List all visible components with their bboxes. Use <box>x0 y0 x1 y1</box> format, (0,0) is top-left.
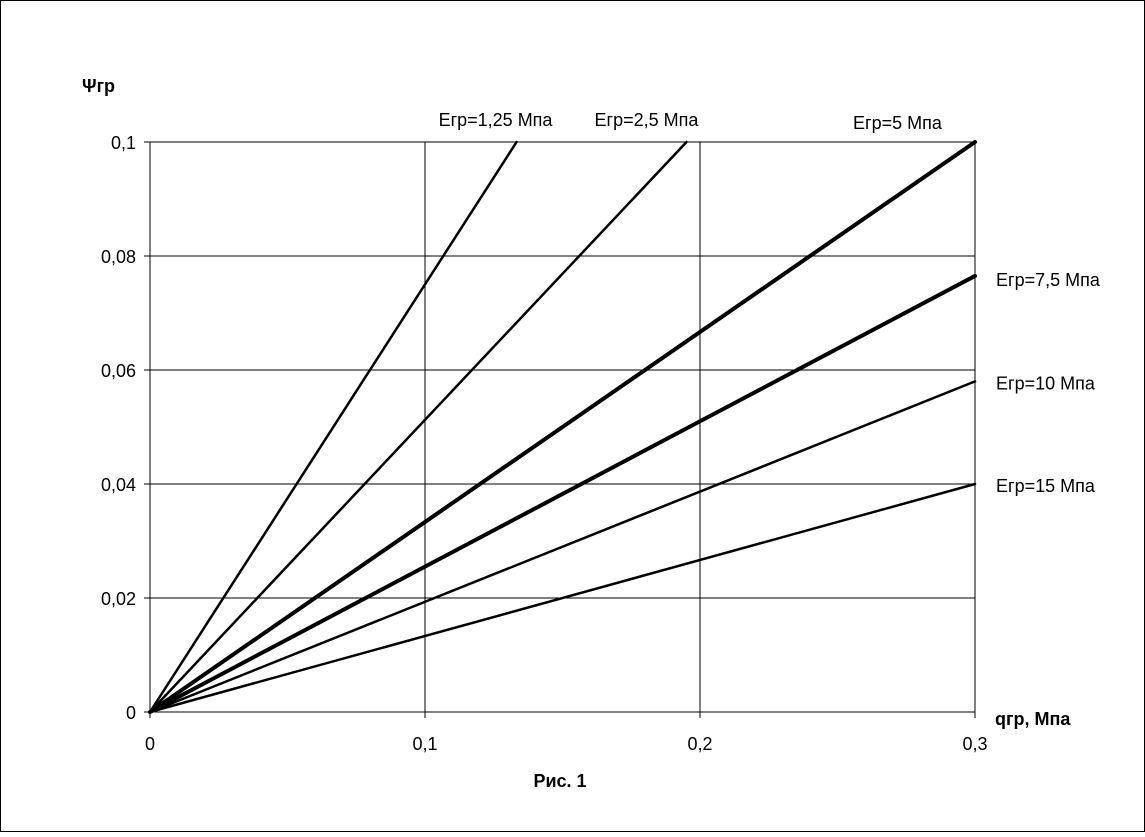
x-axis-label: qгр, Мпа <box>995 709 1071 729</box>
y-tick-label-0: 0 <box>126 703 136 723</box>
y-tick-label-3: 0,06 <box>101 361 136 381</box>
series-line-4 <box>148 380 977 714</box>
y-axis-label: Ψгр <box>82 76 115 96</box>
axes <box>144 141 976 718</box>
series-line-2 <box>148 140 977 714</box>
series-label-4: Егр=10 Мпа <box>996 373 1096 393</box>
x-tick-label-0: 0 <box>145 734 155 754</box>
series-line-1 <box>148 140 688 714</box>
y-tick-label-2: 0,04 <box>101 475 136 495</box>
series-line-3 <box>148 273 977 714</box>
series-label-0: Егр=1,25 Мпа <box>439 110 554 130</box>
series-line-5 <box>148 482 977 714</box>
x-tick-label-2: 0,2 <box>687 734 712 754</box>
x-tick-label-3: 0,3 <box>962 734 987 754</box>
y-tick-label-1: 0,02 <box>101 589 136 609</box>
grid-lines <box>150 141 976 712</box>
series-label-2: Егр=5 Мпа <box>853 113 943 133</box>
series-label-1: Егр=2,5 Мпа <box>595 110 700 130</box>
y-tick-label-4: 0,08 <box>101 247 136 267</box>
series-labels: Егр=1,25 Мпа Егр=2,5 Мпа Егр=5 Мпа Егр=7,5 … <box>439 110 1101 496</box>
series-line-0 <box>148 140 518 714</box>
series-lines <box>148 140 977 714</box>
series-label-3: Егр=7,5 Мпа <box>996 270 1101 290</box>
y-tick-label-5: 0,1 <box>111 133 136 153</box>
figure-caption: Рис. 1 <box>533 771 586 791</box>
series-label-5: Егр=15 Мпа <box>996 476 1096 496</box>
tick-labels: 0 0,02 0,04 0,06 0,08 0,1 0 0,1 0,2 0,3 <box>101 133 988 754</box>
x-tick-label-1: 0,1 <box>412 734 437 754</box>
